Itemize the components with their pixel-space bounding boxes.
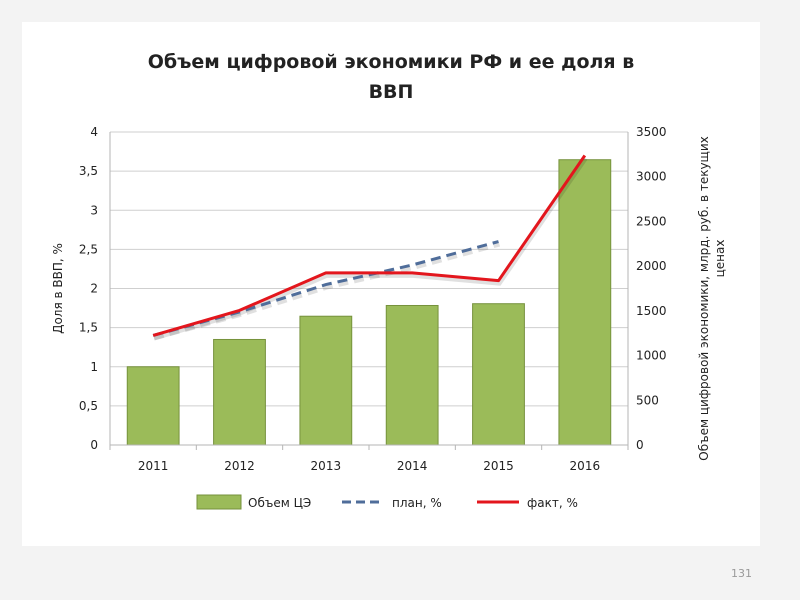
x-tick-label: 2012	[224, 459, 255, 473]
axes	[109, 132, 629, 450]
y-left-tick-label: 1,5	[79, 321, 98, 335]
legend-label-fact: факт, %	[527, 496, 578, 510]
y-axis-left-title: Доля в ВВП, %	[51, 243, 65, 334]
chart-title-line-1: Объем цифровой экономики РФ и ее доля в	[148, 51, 635, 73]
y-axis-right-title-line-2: ценах	[713, 240, 727, 278]
left-axis-ticks: 0 0,5 1 1,5 2 2,5 3 3,5 4	[79, 125, 98, 452]
legend-label-plan: план, %	[392, 496, 442, 510]
y-right-tick-label: 0	[636, 438, 644, 452]
y-axis-right-title-line-1: Объем цифровой экономики, млрд. руб. в т…	[697, 136, 711, 461]
y-right-tick-label: 2500	[636, 214, 667, 228]
bar-2011	[126, 366, 180, 446]
y-left-tick-label: 2	[90, 282, 98, 296]
slide-panel: Объем цифровой экономики РФ и ее доля в …	[22, 22, 760, 546]
legend: Объем ЦЭ план, % факт, %	[196, 494, 578, 510]
y-left-tick-label: 0,5	[79, 399, 98, 413]
y-left-tick-label: 1	[90, 360, 98, 374]
y-left-tick-label: 3,5	[79, 164, 98, 178]
x-tick-label: 2016	[570, 459, 601, 473]
y-left-tick-label: 4	[90, 125, 98, 139]
x-tick-label: 2015	[483, 459, 514, 473]
plan-line	[152, 240, 499, 337]
right-axis-ticks: 0 500 1000 1500 2000 2500 3000 3500	[636, 125, 667, 452]
y-right-tick-label: 3500	[636, 125, 667, 139]
line-series	[152, 154, 588, 341]
bar-2014	[385, 304, 439, 446]
legend-label-bars: Объем ЦЭ	[248, 496, 311, 510]
y-left-tick-label: 0	[90, 438, 98, 452]
bar-2016	[558, 159, 612, 446]
x-tick-label: 2013	[311, 459, 342, 473]
y-right-tick-label: 3000	[636, 170, 667, 184]
chart: Объем цифровой экономики РФ и ее доля в …	[51, 51, 727, 510]
y-left-tick-label: 3	[90, 203, 98, 217]
page-number: 131	[731, 567, 752, 580]
bar-2013	[299, 315, 353, 446]
bar-2012	[213, 338, 266, 446]
legend-bar-swatch	[196, 494, 242, 510]
gridlines	[110, 131, 628, 446]
bar-series	[126, 159, 612, 446]
chart-title-line-2: ВВП	[369, 81, 414, 103]
x-tick-label: 2011	[138, 459, 169, 473]
y-right-tick-label: 1000	[636, 349, 667, 363]
x-tick-label: 2014	[397, 459, 428, 473]
bar-2015	[472, 303, 525, 446]
y-right-tick-label: 500	[636, 393, 659, 407]
fact-line	[152, 154, 587, 337]
plan-line-shadow	[153, 242, 501, 341]
y-right-tick-label: 2000	[636, 259, 667, 273]
x-axis-ticks: 2011 2012 2013 2014 2015 2016	[138, 459, 600, 473]
y-left-tick-label: 2,5	[79, 242, 98, 256]
y-right-tick-label: 1500	[636, 304, 667, 318]
